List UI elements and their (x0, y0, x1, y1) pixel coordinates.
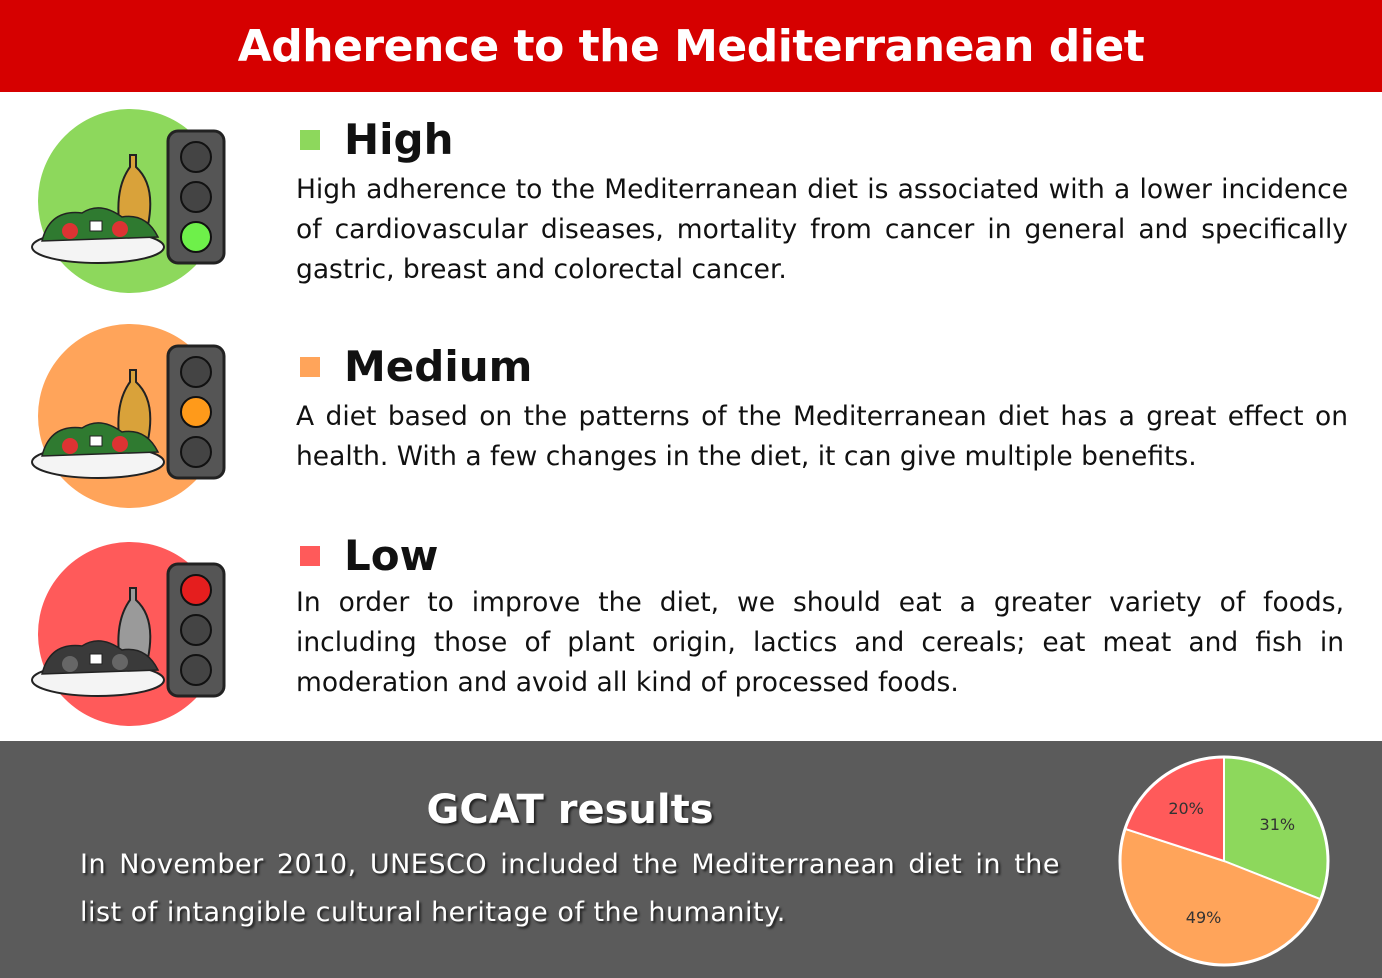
level-heading-low: Low (300, 531, 438, 580)
level-description-high: High adherence to the Mediterranean diet… (296, 174, 1348, 285)
level-description-medium: A diet based on the patterns of the Medi… (296, 401, 1348, 472)
level-marker-low (300, 545, 320, 566)
level-heading-high: High (300, 115, 454, 164)
level-title-low: Low (344, 531, 439, 580)
traffic-light-salad-icon-low (30, 538, 240, 738)
level-title-medium: Medium (344, 342, 533, 391)
title-banner: Adherence to the Mediterranean diet (0, 0, 1382, 92)
pie-label-low: 20% (1168, 799, 1204, 818)
pie-outline (1118, 755, 1330, 967)
page-title: Adherence to the Mediterranean diet (237, 20, 1145, 72)
level-description-low: In order to improve the diet, we should … (296, 587, 1344, 698)
gcat-description: In November 2010, UNESCO included the Me… (80, 849, 1060, 928)
gcat-title: GCAT results (426, 787, 714, 833)
level-title-high: High (344, 115, 454, 164)
level-heading-medium: Medium (300, 342, 532, 391)
pie-label-high: 31% (1260, 815, 1296, 834)
pie-label-medium: 49% (1186, 908, 1222, 927)
level-marker-medium (300, 356, 320, 377)
traffic-light-salad-icon-medium (30, 320, 240, 520)
level-marker-high (300, 129, 320, 150)
gcat-results-panel: GCAT results In November 2010, UNESCO in… (0, 741, 1382, 978)
traffic-light-salad-icon-high (30, 105, 240, 305)
gcat-pie-chart: 31% 49% 20% (1118, 755, 1330, 967)
